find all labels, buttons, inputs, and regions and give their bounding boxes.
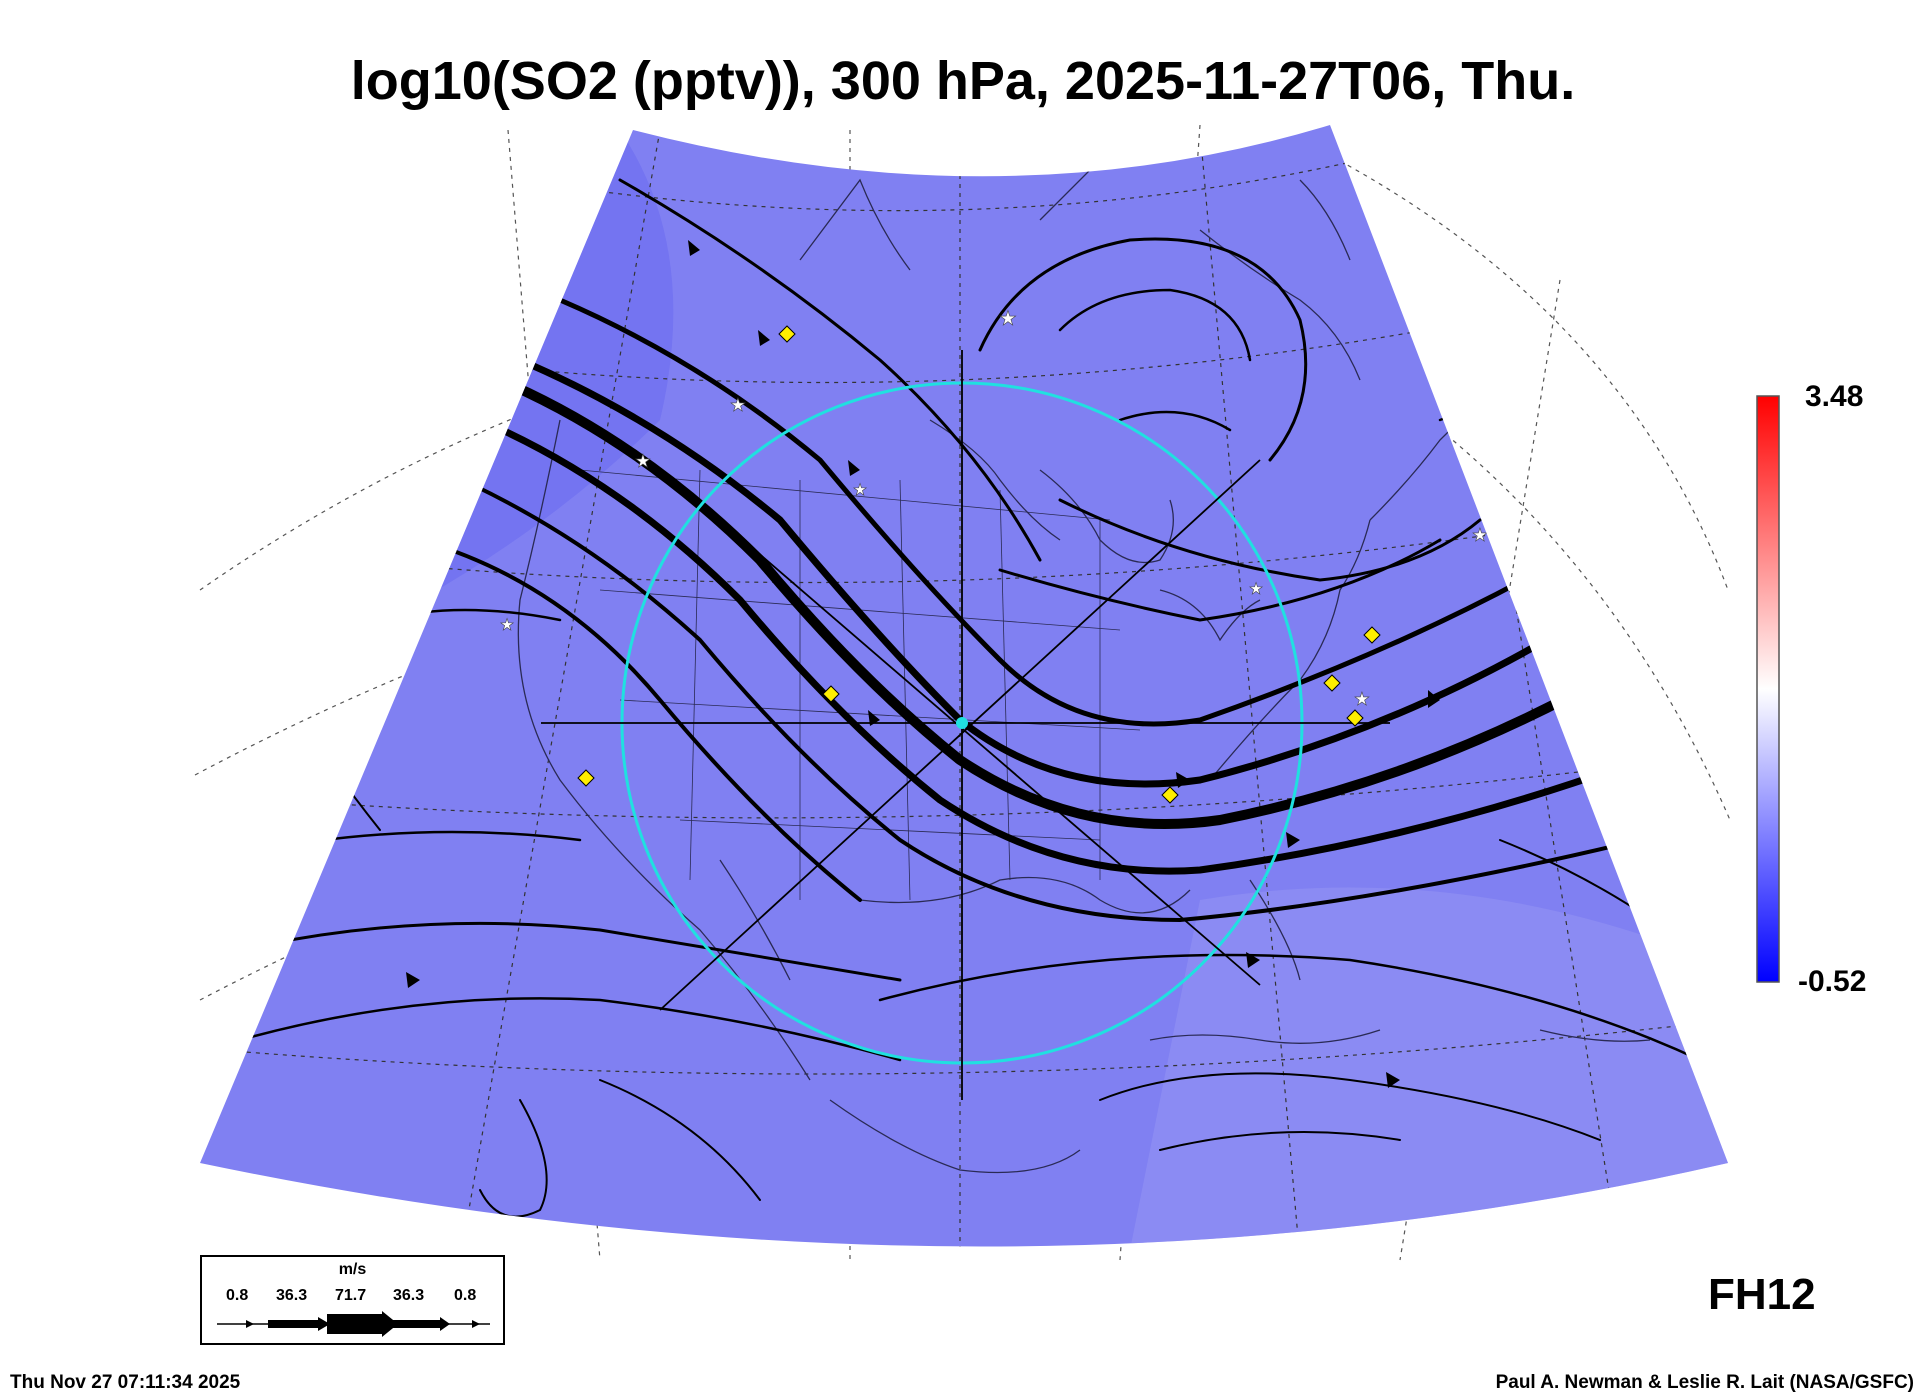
legend-arrow-scale [217, 1311, 490, 1337]
station-diamond-icon[interactable] [1363, 626, 1381, 644]
station-diamond-icon[interactable] [822, 685, 840, 703]
site-star-icon: ★ [999, 308, 1017, 330]
colorbar [1756, 395, 1780, 983]
footer-timestamp: Thu Nov 27 07:11:34 2025 [10, 1372, 241, 1393]
station-diamond-icon[interactable] [778, 325, 796, 343]
so2-field [200, 125, 1728, 1247]
legend-value: 36.3 [276, 1287, 308, 1304]
station-diamond-icon[interactable] [1323, 674, 1341, 692]
legend-value: 71.7 [335, 1287, 367, 1304]
site-star-icon: ★ [1458, 309, 1474, 329]
site-star-icon: ★ [730, 395, 746, 415]
site-star-icon: ★ [1249, 581, 1263, 598]
footer-credit: Paul A. Newman & Leslie R. Lait (NASA/GS… [1495, 1372, 1914, 1393]
wind-speed-legend: m/s 0.8 36.3 71.7 36.3 0.8 [200, 1255, 505, 1345]
site-star-icon: ★ [500, 617, 514, 634]
station-diamond-icon[interactable] [1346, 709, 1364, 727]
streamline-arrowheads [406, 240, 1440, 1088]
forecast-hour-label: FH12 [1708, 1270, 1816, 1319]
legend-unit: m/s [338, 1261, 367, 1278]
site-star-icon: ★ [853, 482, 867, 499]
center-marker-icon [956, 717, 968, 729]
site-star-icon: ★ [1472, 525, 1488, 545]
station-diamond-icon[interactable] [1161, 786, 1179, 804]
colorbar-min-label: -0.52 [1798, 965, 1867, 998]
site-star-icon: ★ [1354, 689, 1370, 709]
legend-value: 36.3 [393, 1287, 425, 1304]
legend-value: 0.8 [454, 1287, 477, 1304]
page-title: log10(SO2 (pptv)), 300 hPa, 2025-11-27T0… [350, 51, 1576, 111]
site-star-icon: ★ [635, 451, 651, 471]
legend-value: 0.8 [226, 1287, 249, 1304]
map-region: ★ ★ ★ ★ ★ ★ ★ ★ ★ [200, 125, 1728, 1247]
station-markers [577, 325, 1381, 804]
station-diamond-icon[interactable] [577, 769, 595, 787]
colorbar-max-label: 3.48 [1805, 380, 1864, 413]
